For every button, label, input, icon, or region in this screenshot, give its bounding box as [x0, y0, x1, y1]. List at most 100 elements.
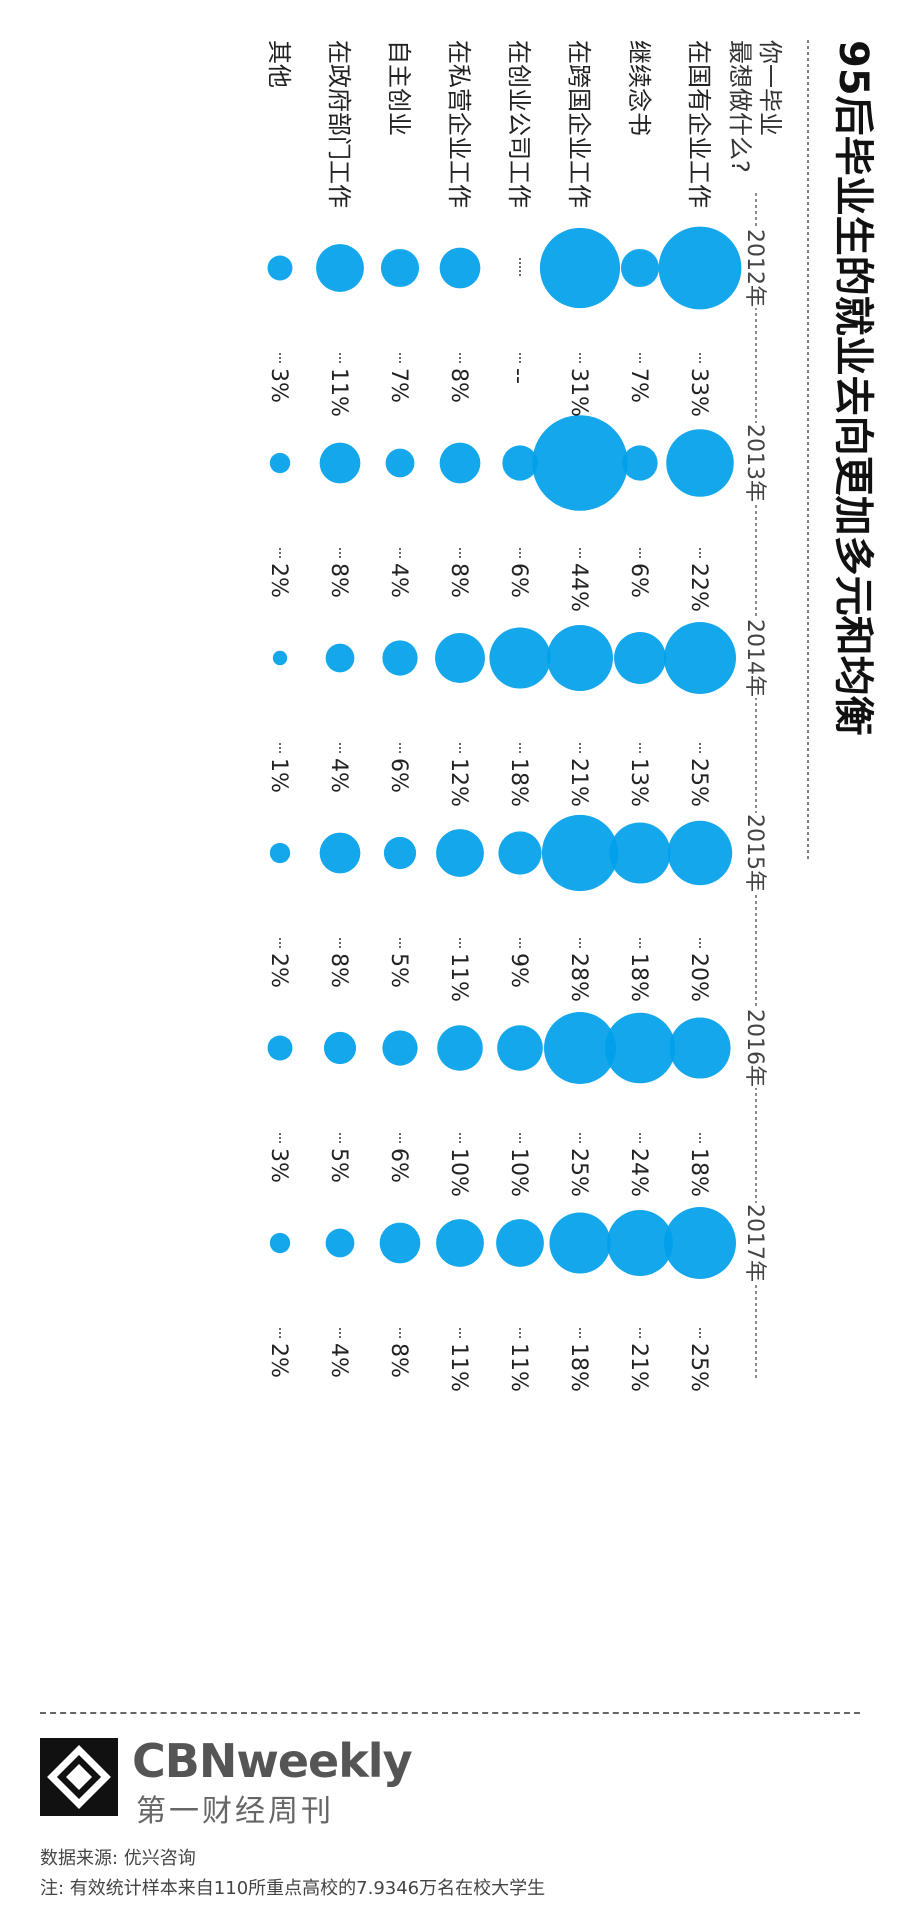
- data-source: 数据来源: 优兴咨询: [40, 1848, 196, 1869]
- bubble: [325, 643, 355, 673]
- bubble: [383, 836, 417, 870]
- chart-title: 95后毕业生的就业去向更加多元和均衡: [830, 40, 876, 736]
- category-labels: 在国有企业工作 继续念书 在跨国企业工作 在创业公司工作 在私营企业工作 自主创业 在政府部…: [265, 40, 713, 208]
- value-label: 6%: [626, 563, 651, 598]
- bubble: [319, 832, 361, 874]
- category-label: 继续念书: [625, 40, 653, 136]
- year-label: 2015年: [742, 814, 767, 892]
- bubble: [489, 627, 551, 689]
- value-label: 6%: [506, 563, 531, 598]
- year-label: 2017年: [742, 1204, 767, 1282]
- value-label: 2%: [266, 563, 291, 598]
- bubble: [439, 247, 481, 289]
- bubble: [622, 445, 658, 481]
- bubble: [267, 255, 293, 281]
- value-label: 4%: [326, 1343, 351, 1378]
- value-label: 24%: [626, 1148, 651, 1197]
- value-label: 7%: [626, 368, 651, 403]
- value-label: 18%: [686, 1148, 711, 1197]
- value-label: 33%: [686, 368, 711, 417]
- value-label: 7%: [386, 368, 411, 403]
- year-label-bg: [740, 228, 772, 308]
- value-label: 25%: [566, 1148, 591, 1197]
- category-label: 自主创业: [385, 40, 413, 136]
- footer: CBNweekly 第一财经周刊 数据来源: 优兴咨询 注: 有效统计样本来自1…: [0, 1672, 900, 1916]
- value-label: 18%: [566, 1343, 591, 1392]
- bubble: [539, 227, 621, 309]
- value-label: 13%: [626, 758, 651, 807]
- value-label: 44%: [566, 563, 591, 612]
- footer-divider: [40, 1712, 860, 1714]
- value-label: 18%: [506, 758, 531, 807]
- bubble: [532, 415, 628, 511]
- value-label: 28%: [566, 953, 591, 1002]
- category-label: 在私营企业工作: [445, 40, 473, 208]
- bubble: [382, 1030, 418, 1066]
- bubble: [666, 429, 734, 497]
- bubble: [664, 1207, 736, 1279]
- bubble: [547, 625, 613, 691]
- category-label: 在创业公司工作: [505, 40, 533, 208]
- year-label-bg: [740, 1203, 772, 1283]
- bubble: [272, 650, 288, 666]
- category-label: 在国有企业工作: [685, 40, 713, 208]
- question-line-2: 最想做什么?: [726, 40, 754, 173]
- year-label-bg: [740, 813, 772, 893]
- year-label: 2013年: [742, 424, 767, 502]
- value-label: 21%: [566, 758, 591, 807]
- year-label-bg: [740, 618, 772, 698]
- bubble: [496, 1219, 544, 1267]
- value-label: 25%: [686, 758, 711, 807]
- value-label: 5%: [386, 953, 411, 988]
- category-label: 其他: [265, 40, 293, 88]
- bubble: [502, 445, 538, 481]
- year-label-bg: [740, 423, 772, 503]
- bubble: [658, 226, 742, 310]
- cbn-logo-icon: [40, 1738, 118, 1816]
- bubble: [436, 829, 484, 877]
- brand-name-cn: 第一财经周刊: [136, 1794, 334, 1829]
- bubble: [549, 1212, 611, 1274]
- value-label: 3%: [266, 1148, 291, 1183]
- value-label: 3%: [266, 368, 291, 403]
- bubble: [325, 1228, 355, 1258]
- value-label: 4%: [386, 563, 411, 598]
- year-label-bg: [740, 1008, 772, 1088]
- brand-name-en: CBNweekly: [132, 1734, 413, 1788]
- bubble: [385, 448, 415, 478]
- value-label: 5%: [326, 1148, 351, 1183]
- value-label: 20%: [686, 953, 711, 1002]
- bubble: [269, 1232, 291, 1254]
- bubble: [269, 842, 291, 864]
- bubble: [497, 1025, 543, 1071]
- value-label: 2%: [266, 953, 291, 988]
- category-label: 在政府部门工作: [325, 40, 353, 208]
- value-label: 10%: [446, 1148, 471, 1197]
- bubble: [435, 633, 485, 683]
- value-label: 9%: [506, 953, 531, 988]
- value-label: --: [506, 368, 531, 384]
- year-label: 2012年: [742, 229, 767, 307]
- value-label: 8%: [386, 1343, 411, 1378]
- value-label: 25%: [686, 1343, 711, 1392]
- bubble: [319, 442, 361, 484]
- value-label: 10%: [506, 1148, 531, 1197]
- rotated-chart-panel: 95后毕业生的就业去向更加多元和均衡 你一毕业 最想做什么? 在国有企业工作 继续…: [265, 40, 876, 1392]
- value-label: 21%: [626, 1343, 651, 1392]
- value-label: 12%: [446, 758, 471, 807]
- value-label: 11%: [446, 953, 471, 1002]
- value-label: 18%: [626, 953, 651, 1002]
- bubble: [380, 248, 420, 288]
- bubble-chart: 95后毕业生的就业去向更加多元和均衡 你一毕业 最想做什么? 在国有企业工作 继续…: [265, 40, 876, 1392]
- bubble: [382, 640, 418, 676]
- value-label: 22%: [686, 563, 711, 612]
- bubble: [498, 831, 542, 875]
- year-headers: 2012年 2013年 2014年 2015年 2016年 2017年: [740, 193, 772, 1378]
- bubble: [614, 632, 666, 684]
- year-label: 2016年: [742, 1009, 767, 1087]
- bubble: [667, 820, 733, 886]
- value-label: 8%: [326, 953, 351, 988]
- value-label: 6%: [386, 1148, 411, 1183]
- value-label: 6%: [386, 758, 411, 793]
- value-label: 1%: [266, 758, 291, 793]
